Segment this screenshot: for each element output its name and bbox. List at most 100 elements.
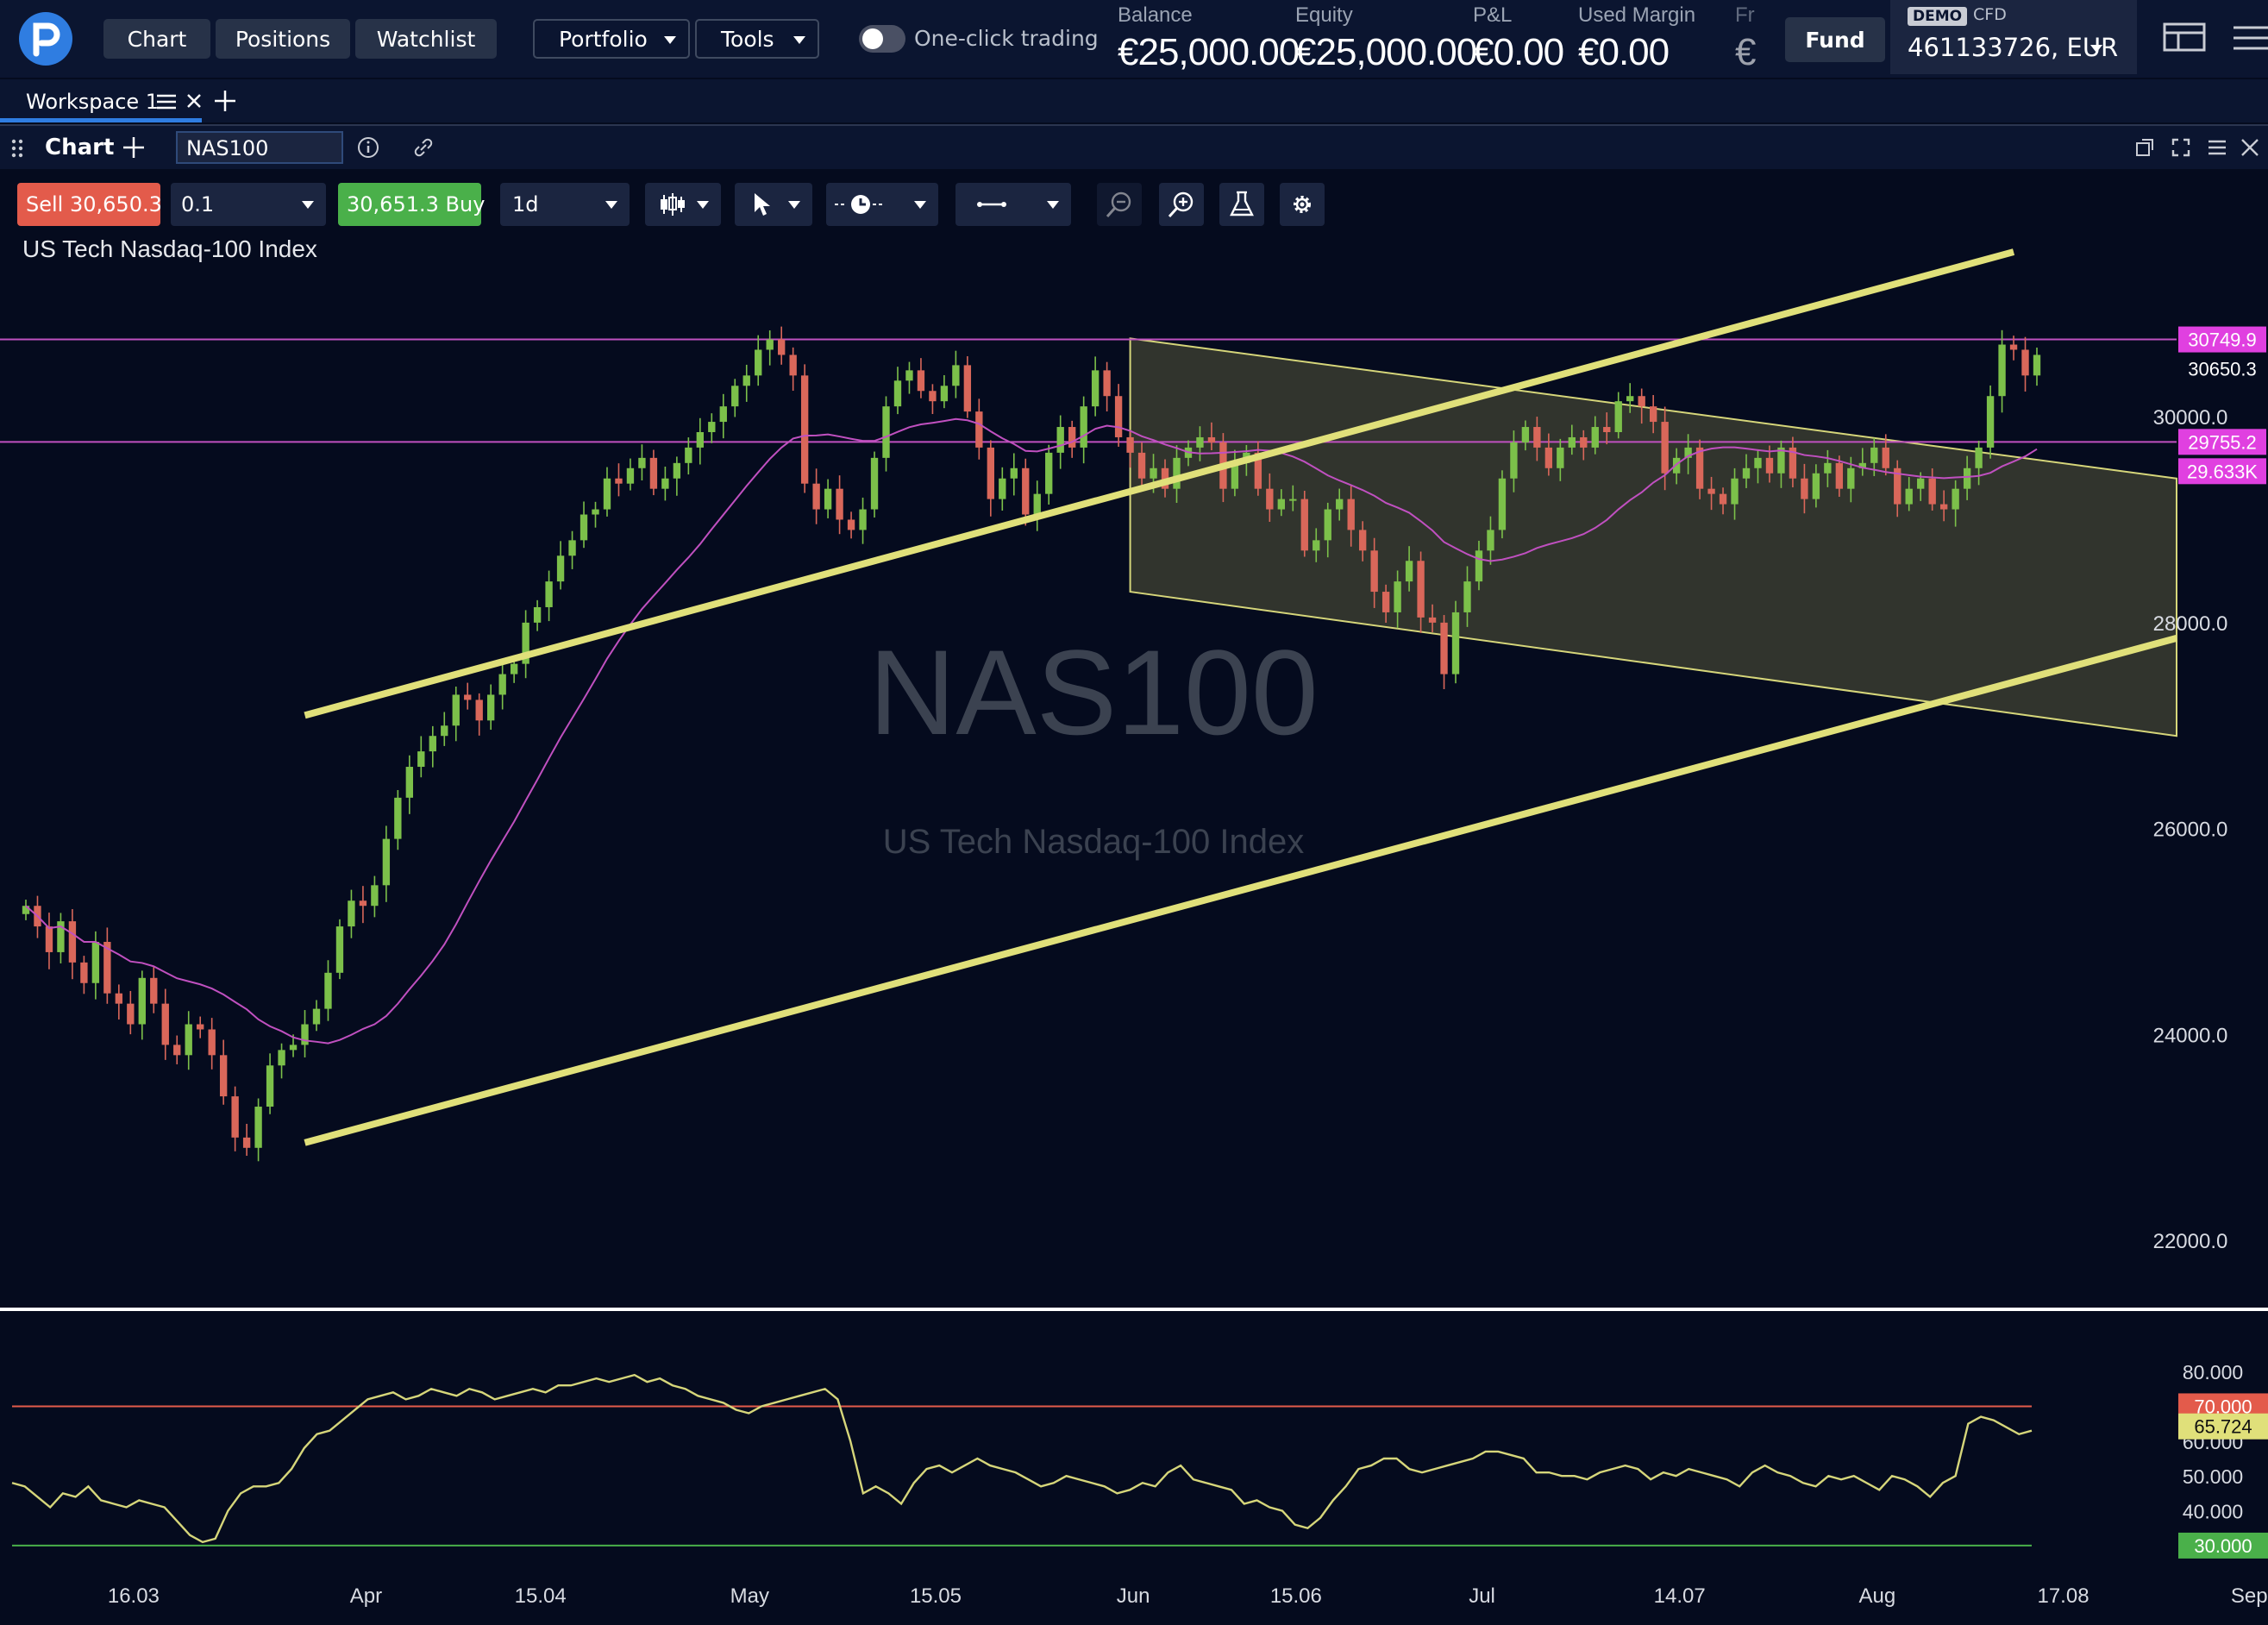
timeframe-select[interactable]: 1d [500, 183, 630, 226]
candle-body[interactable] [1173, 457, 1181, 489]
candle-body[interactable] [545, 581, 553, 607]
candle-body[interactable] [1963, 467, 1971, 489]
symbol-input[interactable]: NAS100 [176, 131, 343, 164]
candle-body[interactable] [1626, 396, 1634, 402]
candle-body[interactable] [568, 540, 576, 556]
candle-body[interactable] [219, 1055, 228, 1097]
candle-body[interactable] [1789, 447, 1797, 479]
candle-body[interactable] [127, 1003, 135, 1025]
candle-body[interactable] [1091, 370, 1100, 407]
candle-body[interactable] [708, 422, 716, 432]
candle-body[interactable] [1742, 467, 1751, 479]
account-selector[interactable]: DEMO CFD 461133726, EUR [1890, 0, 2137, 74]
candle-body[interactable] [1394, 581, 1401, 612]
candle-body[interactable] [1137, 452, 1146, 479]
tools-dropdown[interactable]: Tools [695, 19, 819, 59]
candle-body[interactable] [254, 1107, 262, 1148]
candle-body[interactable] [1231, 462, 1239, 489]
candle-body[interactable] [859, 509, 867, 530]
panel-menu-icon[interactable] [2208, 138, 2227, 157]
candle-body[interactable] [1905, 488, 1913, 505]
candle-body[interactable] [1045, 452, 1053, 494]
candle-body[interactable] [1313, 540, 1320, 551]
rising-channel-lower-line[interactable] [304, 635, 2178, 1146]
candle-body[interactable] [429, 736, 436, 752]
candle-body[interactable] [1952, 488, 1959, 510]
candle-body[interactable] [870, 457, 879, 510]
candle-body[interactable] [371, 885, 379, 907]
candle-body[interactable] [522, 622, 529, 664]
candle-body[interactable] [812, 483, 820, 510]
candle-body[interactable] [1917, 478, 1925, 489]
candle-body[interactable] [847, 519, 855, 530]
candle-body[interactable] [1986, 396, 1995, 448]
candle-body[interactable] [1358, 530, 1367, 551]
candle-body[interactable] [103, 942, 111, 994]
candle-body[interactable] [1533, 427, 1541, 448]
candle-body[interactable] [1754, 457, 1762, 468]
candle-body[interactable] [1591, 427, 1599, 448]
candle-body[interactable] [324, 972, 332, 1009]
candle-body[interactable] [917, 370, 925, 392]
candle-body[interactable] [1801, 478, 1808, 499]
indicators-button[interactable] [1219, 183, 1264, 226]
time-tool-button[interactable] [826, 183, 938, 226]
rising-channel-upper-line[interactable] [304, 248, 2015, 719]
candle-body[interactable] [1405, 561, 1413, 582]
link-icon[interactable] [412, 136, 435, 159]
candle-body[interactable] [638, 457, 646, 468]
candle-body[interactable] [1370, 550, 1378, 593]
candle-body[interactable] [893, 380, 902, 407]
candle-body[interactable] [1150, 467, 1157, 479]
workspace-tab[interactable]: Workspace 1 [0, 79, 202, 122]
popout-icon[interactable] [2135, 138, 2154, 157]
candle-body[interactable] [335, 926, 344, 973]
candle-body[interactable] [266, 1065, 274, 1107]
candle-body[interactable] [999, 478, 1006, 499]
candle-body[interactable] [987, 447, 994, 499]
candle-body[interactable] [1695, 447, 1704, 489]
candle-body[interactable] [1347, 499, 1355, 530]
pepperstone-logo[interactable] [17, 10, 74, 67]
candle-body[interactable] [824, 488, 832, 510]
candle-body[interactable] [533, 606, 542, 623]
candle-body[interactable] [475, 700, 483, 721]
candle-body[interactable] [441, 725, 448, 737]
candle-body[interactable] [1614, 401, 1622, 432]
candle-body[interactable] [138, 977, 146, 1025]
candle-body[interactable] [755, 349, 762, 376]
candle-body[interactable] [231, 1096, 239, 1138]
candle-body[interactable] [1498, 478, 1507, 530]
candle-body[interactable] [1010, 467, 1018, 479]
candle-body[interactable] [394, 797, 402, 839]
candle-body[interactable] [2033, 354, 2041, 376]
nav-chart[interactable]: Chart [103, 19, 210, 59]
candle-body[interactable] [1812, 473, 1820, 499]
settings-button[interactable] [1280, 183, 1325, 226]
candle-body[interactable] [115, 993, 123, 1004]
candle-body[interactable] [836, 488, 843, 520]
candle-body[interactable] [1417, 561, 1425, 618]
candle-body[interactable] [1649, 406, 1657, 423]
candle-body[interactable] [975, 411, 983, 448]
line-tool-button[interactable] [955, 183, 1071, 226]
candle-body[interactable] [185, 1024, 192, 1056]
candle-body[interactable] [556, 555, 565, 582]
candle-body[interactable] [1114, 396, 1123, 437]
candle-body[interactable] [1266, 488, 1274, 510]
candle-body[interactable] [57, 921, 65, 952]
candle-body[interactable] [603, 478, 611, 510]
candle-body[interactable] [510, 663, 518, 674]
buy-button[interactable]: 30,651.3 Buy [338, 183, 485, 226]
candle-body[interactable] [278, 1050, 285, 1066]
candle-body[interactable] [626, 467, 635, 484]
candle-body[interactable] [1103, 370, 1111, 397]
candle-body[interactable] [1381, 592, 1390, 612]
candle-body[interactable] [91, 942, 100, 983]
candle-body[interactable] [197, 1024, 204, 1030]
close-panel-icon[interactable] [2240, 138, 2259, 157]
chart-svg[interactable]: NAS100 US Tech Nasdaq-100 Index US Tech … [0, 235, 2268, 1625]
nav-positions[interactable]: Positions [216, 19, 350, 59]
candle-body[interactable] [1033, 493, 1041, 515]
candle-body[interactable] [1719, 493, 1727, 505]
